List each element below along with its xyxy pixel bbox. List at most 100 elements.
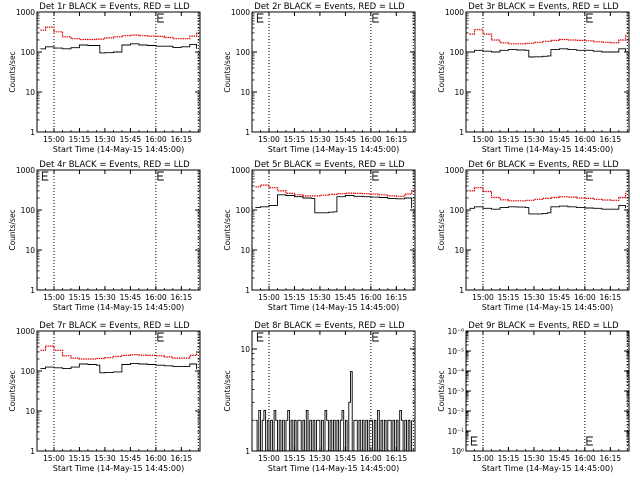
flag-marker-icon [586, 436, 593, 446]
detector-panel-1: Det 1r BLACK = Events, RED = LLD Counts/s… [8, 2, 201, 154]
y-axis-label: Counts/sec [8, 51, 17, 92]
detector-panel-9: Det 9r BLACK = Events, RED = LLD Counts/s… [437, 321, 630, 473]
x-axis-label: Start Time (14-May-15 14:45:00) [268, 464, 399, 473]
x-tick-label: 15:15 [69, 454, 91, 463]
y-axis-label: Counts/sec [437, 209, 446, 250]
plot-frame [251, 11, 416, 133]
y-tick-label: 10⁰ [451, 447, 464, 456]
y-tick-label: 10 [240, 246, 250, 255]
x-tick-label: 16:00 [145, 293, 167, 302]
y-tick-label: 100 [236, 206, 251, 215]
flag-marker-icon [372, 332, 379, 342]
x-tick-label: 16:00 [145, 135, 167, 144]
x-tick-label: 16:00 [360, 293, 382, 302]
y-tick-label: 1000 [231, 8, 250, 17]
panel-title: Det 4r BLACK = Events, RED = LLD [39, 160, 190, 170]
y-tick-label: 1 [245, 128, 250, 137]
detector-panel-4: Det 4r BLACK = Events, RED = LLD Counts/s… [8, 160, 201, 312]
detector-panel-3: Det 3r BLACK = Events, RED = LLD Counts/s… [437, 2, 630, 154]
x-tick-label: 15:45 [120, 454, 142, 463]
y-tick-label: 1 [459, 128, 464, 137]
x-tick-label: 15:30 [309, 454, 331, 463]
x-tick-label: 15:30 [523, 135, 545, 144]
x-tick-label: 15:15 [498, 135, 520, 144]
y-tick-label: 10 [25, 407, 35, 416]
y-tick-label: 1000 [445, 8, 464, 17]
flag-marker-icon [256, 13, 264, 23]
y-tick-label: 100 [236, 48, 251, 57]
series-lld-line [469, 29, 627, 45]
x-tick-label: 16:00 [574, 135, 596, 144]
x-tick-label: 16:00 [574, 454, 596, 463]
panel-title: Det 7r BLACK = Events, RED = LLD [39, 321, 190, 331]
x-tick-label: 15:45 [120, 135, 142, 144]
plot-frame [36, 330, 201, 452]
flag-marker-icon [157, 13, 164, 23]
y-tick-label: 10⁻² [447, 407, 464, 416]
x-axis-label: Start Time (14-May-15 14:45:00) [268, 145, 399, 154]
plot-frame [465, 169, 630, 291]
plot-frame [251, 169, 416, 291]
flag-marker-icon [586, 171, 593, 181]
x-axis-label: Start Time (14-May-15 14:45:00) [482, 303, 613, 312]
y-tick-label: 1 [30, 447, 35, 456]
y-tick-label: 1 [459, 286, 464, 295]
x-tick-label: 16:00 [360, 454, 382, 463]
x-tick-label: 16:15 [171, 454, 193, 463]
x-axis-label: Start Time (14-May-15 14:45:00) [53, 145, 184, 154]
y-tick-label: 10 [240, 88, 250, 97]
x-tick-label: 16:15 [171, 135, 193, 144]
y-tick-label: 1 [30, 128, 35, 137]
x-tick-label: 16:00 [145, 454, 167, 463]
flag-marker-icon [41, 171, 49, 181]
y-tick-label: 10 [454, 246, 464, 255]
plot-frame [36, 11, 201, 133]
x-tick-label: 15:45 [120, 293, 142, 302]
panel-title: Det 2r BLACK = Events, RED = LLD [254, 2, 405, 12]
y-tick-label: 10 [240, 345, 250, 354]
x-tick-label: 15:00 [43, 454, 65, 463]
y-tick-label: 1 [245, 286, 250, 295]
x-tick-label: 15:00 [472, 293, 494, 302]
detector-panel-8: Det 8r BLACK = Events, RED = LLD Counts/s… [223, 321, 416, 473]
y-tick-label: 1000 [16, 8, 35, 17]
y-tick-label: 100 [450, 206, 465, 215]
x-tick-label: 16:00 [360, 135, 382, 144]
x-tick-label: 15:00 [472, 135, 494, 144]
flag-marker-icon [157, 332, 164, 342]
flag-marker-icon [470, 436, 478, 446]
x-tick-label: 15:30 [523, 293, 545, 302]
x-tick-label: 15:15 [498, 454, 520, 463]
x-tick-label: 15:30 [309, 135, 331, 144]
x-tick-label: 15:30 [523, 454, 545, 463]
x-tick-label: 15:45 [549, 135, 571, 144]
flag-marker-icon [157, 171, 164, 181]
plot-frame [465, 11, 630, 133]
x-tick-label: 16:15 [386, 454, 408, 463]
y-tick-label: 10⁻⁶ [447, 327, 464, 336]
y-tick-label: 1000 [445, 166, 464, 175]
x-axis-label: Start Time (14-May-15 14:45:00) [53, 464, 184, 473]
flag-marker-icon [372, 171, 379, 181]
y-tick-label: 100 [21, 206, 36, 215]
detector-panel-5: Det 5r BLACK = Events, RED = LLD Counts/s… [223, 160, 416, 312]
y-tick-label: 1 [30, 286, 35, 295]
x-tick-label: 15:15 [498, 293, 520, 302]
x-tick-label: 16:15 [171, 293, 193, 302]
series-events-line [40, 362, 198, 374]
plot-frame [36, 169, 201, 291]
series-events-line [469, 48, 627, 58]
flag-marker-icon [372, 13, 379, 23]
y-axis-label: Counts/sec [223, 370, 232, 411]
y-axis-label: Counts/sec [8, 370, 17, 411]
detector-panel-6: Det 6r BLACK = Events, RED = LLD Counts/s… [437, 160, 630, 312]
y-tick-label: 10⁻⁵ [447, 347, 464, 356]
series-lld-line [255, 184, 413, 197]
x-tick-label: 15:45 [549, 454, 571, 463]
y-axis-label: Counts/sec [223, 209, 232, 250]
series-lld-line [469, 187, 627, 202]
x-tick-label: 16:15 [600, 293, 622, 302]
x-tick-label: 15:00 [258, 293, 280, 302]
detector-panel-7: Det 7r BLACK = Events, RED = LLD Counts/s… [8, 321, 201, 473]
x-tick-label: 15:45 [335, 454, 357, 463]
